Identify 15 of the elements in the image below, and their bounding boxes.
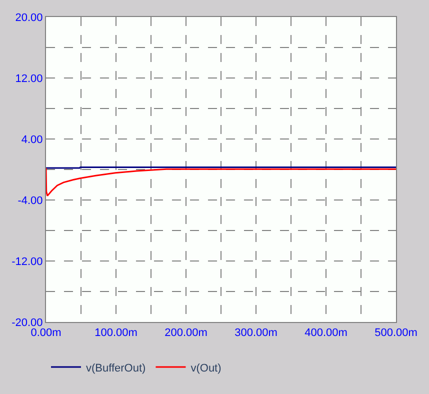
x-tick-label: 500.00m bbox=[374, 327, 418, 340]
y-tick-label: -4.00 bbox=[18, 194, 43, 207]
y-tick-label: 20.00 bbox=[15, 12, 43, 24]
x-tick-label: 300.00m bbox=[234, 327, 278, 340]
legend-label: v(BufferOut) bbox=[86, 362, 146, 374]
line-series bbox=[46, 167, 396, 197]
x-tick-label: 0.00m bbox=[30, 327, 62, 340]
y-tick-label: 12.00 bbox=[15, 72, 43, 85]
x-tick-label: 100.00m bbox=[94, 327, 138, 340]
y-tick-label: -12.00 bbox=[12, 256, 43, 268]
x-tick-label: 400.00m bbox=[304, 327, 348, 340]
y-tick-label: 4.00 bbox=[21, 134, 43, 146]
legend-label: v(Out) bbox=[190, 362, 222, 374]
x-tick-label: 200.00m bbox=[164, 327, 208, 340]
y-tick-label: -20.00 bbox=[12, 316, 43, 329]
